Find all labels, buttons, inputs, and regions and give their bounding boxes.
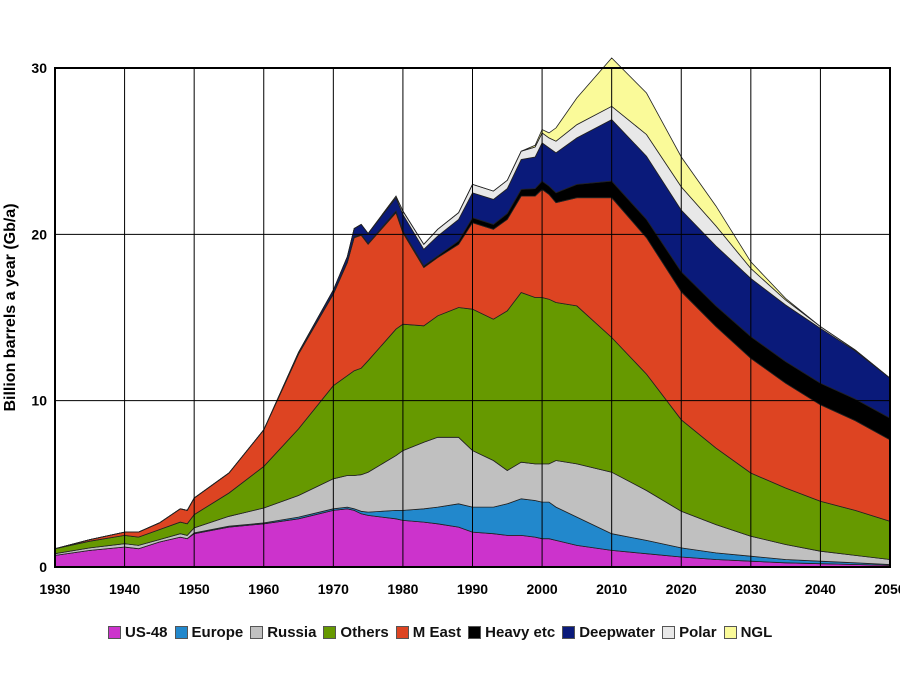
x-tick-label: 2010 [596,581,627,597]
legend-item: M East [395,624,462,641]
x-tick-label: 1990 [457,581,488,597]
x-tick-label: 2000 [527,581,558,597]
x-tick-label: 2030 [735,581,766,597]
x-tick-label: 1950 [179,581,210,597]
y-tick-label: 10 [31,393,47,409]
legend-item: Polar [662,624,717,641]
x-axis-ticks: 1930 1940 1950 1960 1970 1980 1990 2000 2010 2020… [39,581,900,597]
legend-swatch [323,626,337,639]
x-tick-label: 1980 [387,581,418,597]
y-tick-label: 20 [31,226,47,242]
legend-item: Europe [174,624,244,641]
legend-swatch [108,626,121,639]
x-tick-label: 1940 [109,581,140,597]
legend-swatch [395,626,409,639]
y-axis-label: Billion barrels a year (Gb/a) [2,203,19,411]
plot-frame [54,67,891,568]
legend-swatch [250,626,264,639]
legend-swatch [662,626,676,639]
legend-label: NGL [740,624,773,641]
legend-label: US-48 [125,624,168,641]
legend-swatch [468,626,482,639]
y-tick-label: 0 [39,559,47,575]
legend-item: Russia [250,624,316,641]
legend-label: Europe [191,624,244,641]
x-tick-label: 2040 [805,581,836,597]
legend-item: US-48 [108,624,168,641]
legend-label: Polar [679,624,717,641]
legend-swatch [723,626,737,639]
x-tick-label: 1960 [248,581,279,597]
legend: US-48 Europe Russia Others M East Heavy etc De… [108,624,779,641]
legend-item: Others [323,624,389,641]
legend-label: Heavy etc [485,624,556,641]
x-tick-label: 1970 [318,581,349,597]
x-tick-label: 2020 [666,581,697,597]
legend-label: Deepwater [579,624,656,641]
legend-swatch [562,626,576,639]
legend-label: Others [340,624,389,641]
legend-swatch [174,626,188,639]
legend-label: M East [412,624,462,641]
x-tick-label: 1930 [39,581,70,597]
y-axis-ticks: 0 10 20 30 [31,60,47,575]
legend-label: Russia [267,624,317,641]
legend-item: Heavy etc [468,624,555,641]
legend-item: NGL [723,624,773,641]
legend-item: Deepwater [562,624,655,641]
y-tick-label: 30 [31,60,47,76]
